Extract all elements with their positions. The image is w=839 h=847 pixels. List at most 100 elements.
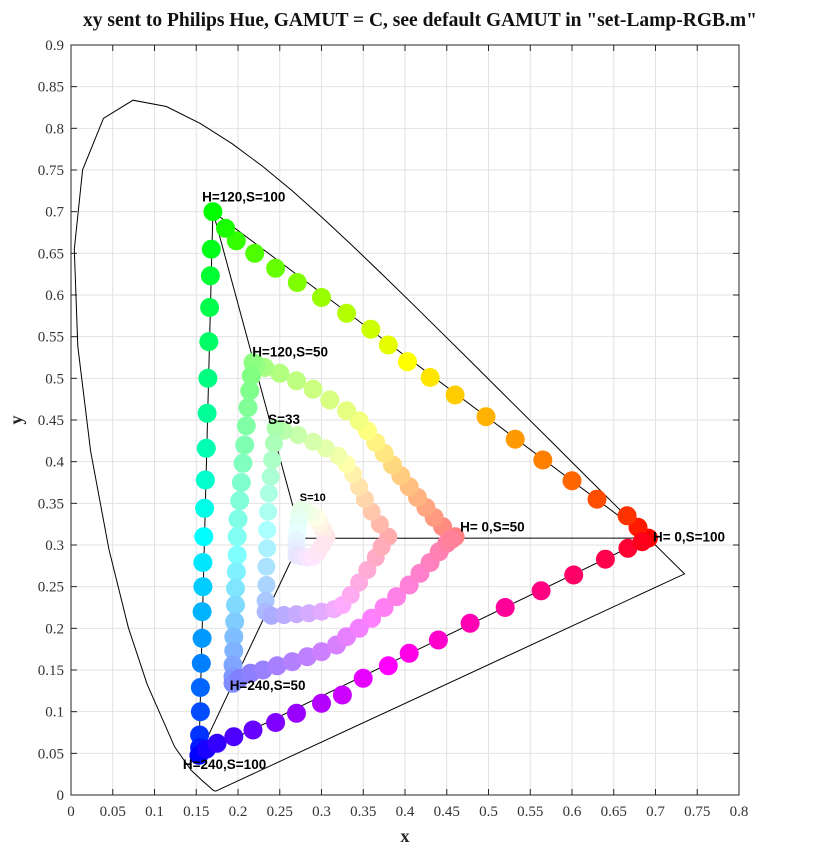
y-tick-label: 0.05: [38, 746, 64, 762]
data-point: [190, 678, 210, 697]
data-point: [240, 381, 260, 401]
data-point: [259, 484, 278, 503]
x-tick-label: 0.8: [730, 804, 749, 820]
annotations: H=120,S=100 H=120,S=50 S=33 S=10 H= 0,S=50 H=…: [183, 190, 725, 773]
annotation-label: S=10: [300, 492, 326, 504]
data-point: [387, 587, 407, 607]
data-point: [476, 407, 496, 427]
data-point: [533, 450, 553, 470]
data-point: [201, 239, 221, 259]
y-tick-label: 0.4: [45, 455, 64, 471]
data-point: [270, 363, 290, 383]
y-tick-label: 0.9: [45, 38, 64, 54]
data-point: [200, 298, 220, 317]
chart-title: xy sent to Philips Hue, GAMUT = C, see d…: [83, 10, 757, 31]
annotation-label: H=240,S=50: [230, 678, 306, 693]
data-point: [303, 379, 323, 399]
y-tick-label: 0.1: [45, 705, 64, 721]
data-point: [562, 471, 582, 491]
data-point: [236, 416, 256, 436]
data-point: [258, 521, 277, 539]
x-tick-label: 0.05: [100, 804, 126, 820]
x-tick-label: 0.25: [267, 804, 293, 820]
data-point: [228, 509, 248, 529]
data-point: [442, 529, 462, 549]
x-tick-label: 0.7: [646, 804, 665, 820]
data-point: [258, 539, 277, 558]
data-point: [194, 527, 214, 547]
data-point: [197, 403, 217, 423]
data-point: [372, 537, 391, 556]
data-point: [445, 385, 465, 405]
data-point: [266, 258, 286, 278]
data-point: [312, 642, 331, 662]
data-point: [337, 401, 357, 421]
annotation-label: S=33: [268, 412, 300, 427]
data-point: [226, 595, 245, 615]
data-point: [564, 565, 584, 585]
data-point: [230, 491, 250, 511]
y-tick-label: 0.75: [38, 163, 64, 179]
data-point: [337, 303, 357, 323]
data-point: [332, 685, 352, 705]
data-point: [313, 536, 332, 554]
y-tick-label: 0.45: [38, 413, 64, 429]
data-point: [460, 613, 480, 633]
data-point: [238, 398, 258, 417]
x-tick-label: 0.3: [312, 804, 331, 820]
x-tick-label: 0.1: [145, 804, 164, 820]
data-point: [617, 506, 637, 526]
data-point: [312, 693, 331, 713]
data-point: [233, 453, 253, 473]
data-point: [193, 577, 213, 597]
data-point: [378, 335, 398, 355]
x-tick-label: 0.6: [563, 804, 582, 820]
data-point: [266, 713, 286, 732]
y-axis-title: y: [6, 416, 26, 425]
y-tick-label: 0.6: [45, 288, 64, 304]
data-point: [378, 656, 398, 676]
x-tick-label: 0: [67, 804, 75, 820]
data-point: [632, 532, 652, 552]
hue-spoke-line: [198, 538, 303, 756]
data-point: [257, 557, 276, 576]
y-tick-label: 0.2: [45, 621, 64, 637]
y-tick-label: 0.3: [45, 538, 64, 554]
data-point: [192, 602, 212, 622]
x-tick-label: 0.35: [350, 804, 376, 820]
data-point: [216, 218, 235, 238]
plot-frame: [70, 44, 740, 796]
data-point: [587, 489, 607, 509]
data-point: [192, 628, 212, 648]
data-point: [374, 598, 394, 617]
annotation-label: H= 0,S=100: [653, 530, 725, 545]
y-tick-label: 0.8: [45, 121, 64, 137]
data-point: [531, 581, 551, 601]
x-tick-label: 0.15: [183, 804, 209, 820]
data-point: [618, 538, 638, 558]
data-point: [195, 470, 215, 490]
data-point: [231, 473, 251, 492]
x-tick-label: 0.4: [396, 804, 415, 820]
y-tick-label: 0.5: [45, 371, 64, 387]
annotation-label: H=120,S=100: [202, 190, 285, 205]
y-tick-label: 0.55: [38, 330, 64, 346]
data-point: [312, 288, 331, 307]
data-point: [353, 668, 373, 688]
x-tick-label: 0.45: [434, 804, 460, 820]
data-point: [226, 562, 246, 582]
data-point: [287, 371, 306, 391]
x-tick-label: 0.5: [479, 804, 498, 820]
data-point: [282, 652, 302, 672]
data-point: [196, 438, 216, 458]
x-axis-title: x: [401, 826, 410, 846]
data-point: [264, 434, 283, 453]
x-tick-label: 0.75: [684, 804, 710, 820]
data-point: [203, 202, 223, 222]
annotation-label: H=240,S=100: [183, 757, 266, 772]
data-point: [190, 702, 210, 722]
data-point: [198, 368, 218, 388]
axes: 0 0.05 0.1 0.15 0.2 0.25 0.3 0.35 0.4 0.45 0.5 0.55…: [38, 38, 749, 820]
data-point: [505, 429, 525, 449]
